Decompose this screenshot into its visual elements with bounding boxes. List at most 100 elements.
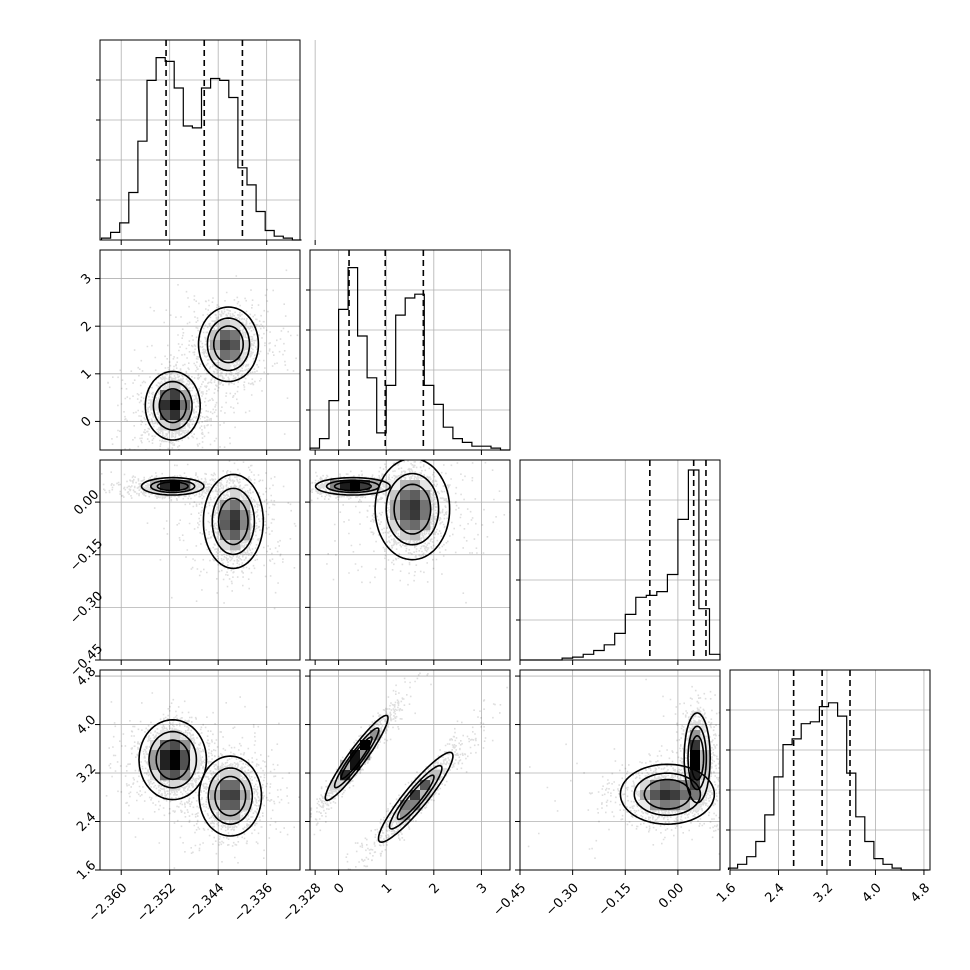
density-cell (220, 340, 231, 351)
density-cell (240, 800, 251, 811)
density-cell (170, 760, 181, 771)
contour-line (149, 479, 196, 494)
density-cell (700, 780, 711, 791)
contour-line (206, 317, 251, 372)
contour-line (393, 483, 432, 535)
contour-line (643, 778, 692, 810)
density-cell (210, 350, 221, 361)
contour-line (377, 751, 454, 844)
x-tick-label: −2.328 (280, 881, 325, 926)
y-tick-label: 2 (79, 319, 95, 335)
density-cell (230, 530, 241, 541)
density-cell (170, 750, 181, 761)
y-tick-label: 4.0 (74, 713, 99, 738)
panel-frame (99, 249, 301, 451)
density-cell (670, 790, 681, 801)
x-tick-label: 4.8 (908, 881, 933, 906)
sample-points (527, 678, 720, 859)
x-tick-label: 0 (331, 881, 347, 897)
density-cell (340, 480, 351, 491)
histogram-p1 (306, 249, 511, 451)
density-cell (170, 730, 181, 741)
contour-line (198, 755, 263, 837)
contour-line (156, 481, 189, 492)
density-cell (160, 420, 171, 431)
density-cell (180, 390, 191, 401)
density-cell (690, 740, 701, 751)
density-cell (690, 780, 701, 791)
density-cell (230, 320, 241, 331)
density-cell (230, 500, 241, 511)
density-cell (170, 770, 181, 781)
panel-frame (309, 669, 511, 871)
density-cell (220, 500, 231, 511)
y-tick-label: 0 (79, 414, 95, 430)
density-cell (220, 770, 231, 781)
density-cell (410, 530, 421, 541)
density-cell (230, 800, 241, 811)
density-cell (400, 800, 411, 811)
panel-frame (99, 459, 301, 661)
density-cell (390, 480, 401, 491)
density-cell (160, 740, 171, 751)
contour-line (214, 775, 247, 817)
contour-line (687, 725, 708, 791)
histogram-p0 (96, 39, 316, 241)
panel-frame (519, 669, 721, 871)
density-cell (220, 320, 231, 331)
contour-line (333, 481, 372, 492)
density-cell (230, 790, 241, 801)
density-cell (160, 730, 171, 741)
density-cell (220, 800, 231, 811)
x-tick-label: 2.4 (763, 881, 788, 906)
density-cell (400, 520, 411, 531)
y-tick-label: 3 (79, 271, 95, 287)
x-tick-label: 2 (427, 881, 443, 897)
sample-points (105, 692, 300, 869)
x-tick-label: −2.344 (183, 881, 228, 926)
density-cell (690, 730, 701, 741)
density-cell (240, 520, 251, 531)
y-tick-label: 2.4 (74, 810, 99, 835)
y-tick-label: 1.6 (74, 858, 99, 883)
density-cell (420, 490, 431, 501)
contour-line (325, 479, 380, 494)
sample-points (101, 460, 300, 610)
density-cell (190, 750, 201, 761)
contour-line (374, 460, 451, 561)
density-cell (170, 740, 181, 751)
panel-p2-p3 (519, 669, 721, 871)
panel-p0-p2 (99, 459, 301, 661)
contour-line (152, 380, 193, 431)
density-cell (360, 740, 371, 751)
x-tick-label: −2.360 (86, 881, 131, 926)
density-cell (170, 410, 181, 421)
panel-frame (99, 669, 301, 871)
panel-p1-p3 (309, 669, 511, 871)
density-cell (660, 780, 671, 791)
contour-line (388, 764, 443, 830)
density-cell (160, 400, 171, 411)
density-cell (150, 740, 161, 751)
density-cell (220, 780, 231, 791)
density-cell (240, 340, 251, 351)
density-cell (240, 510, 251, 521)
density-cell (370, 480, 381, 491)
density-cell (390, 520, 401, 531)
contour-line (197, 306, 260, 383)
density-cell (690, 760, 701, 771)
y-tick-label: 1 (79, 366, 95, 382)
density-cell (170, 380, 181, 391)
density-cell (360, 480, 371, 491)
density-cell (160, 760, 171, 771)
contour-line (396, 774, 435, 821)
density-cell (180, 400, 191, 411)
x-tick-label: 0.00 (656, 881, 687, 912)
density-cell (670, 780, 681, 791)
density-cell (220, 330, 231, 341)
density-cell (220, 540, 231, 551)
density-cell (150, 400, 161, 411)
histogram-step (520, 469, 721, 661)
density-cell (400, 510, 411, 521)
